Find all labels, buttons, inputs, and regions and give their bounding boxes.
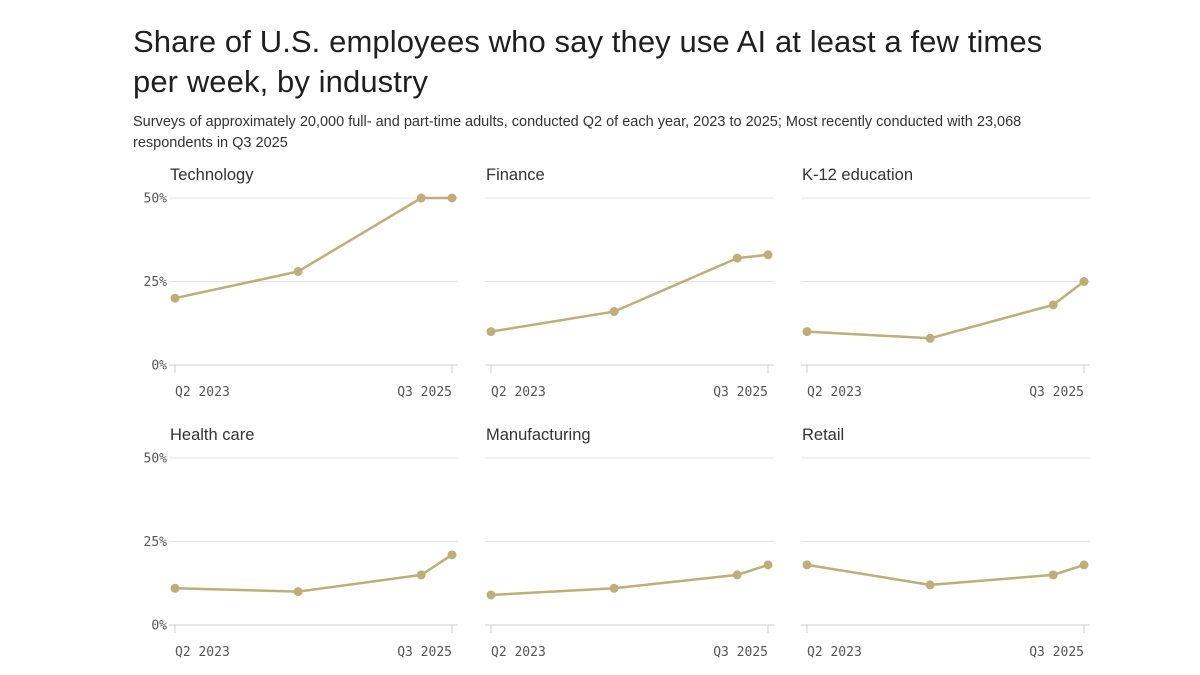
data-point — [763, 560, 773, 570]
data-point — [802, 560, 812, 570]
panel-title: K-12 education — [802, 166, 913, 184]
data-point — [486, 590, 496, 600]
x-tick-label-end: Q3 2025 — [397, 645, 452, 660]
y-tick-label: 0% — [151, 619, 167, 634]
data-point — [763, 250, 773, 260]
x-tick-label-end: Q3 2025 — [713, 645, 768, 660]
data-point — [170, 293, 180, 303]
data-point — [486, 327, 496, 337]
data-point — [732, 253, 742, 263]
panel-title: Technology — [170, 166, 254, 184]
data-point — [416, 570, 426, 580]
x-tick-label-start: Q2 2023 — [807, 385, 862, 400]
x-tick-label-start: Q2 2023 — [491, 645, 546, 660]
data-point — [732, 570, 742, 580]
series-line — [173, 553, 454, 593]
series-line — [489, 563, 770, 597]
x-tick-label-start: Q2 2023 — [175, 385, 230, 400]
x-tick-label-start: Q2 2023 — [175, 645, 230, 660]
data-point — [293, 266, 303, 276]
x-tick-label-end: Q3 2025 — [713, 385, 768, 400]
data-point — [1079, 277, 1089, 286]
data-point — [447, 550, 457, 560]
data-point — [1079, 560, 1089, 570]
series-line — [805, 280, 1086, 340]
data-point — [609, 583, 619, 593]
data-point — [1048, 300, 1058, 310]
y-tick-label: 25% — [144, 275, 168, 290]
x-tick-label-end: Q3 2025 — [1029, 385, 1084, 400]
y-tick-label: 25% — [144, 535, 168, 550]
panel-title: Retail — [802, 426, 844, 444]
x-tick-label-start: Q2 2023 — [491, 385, 546, 400]
series-line — [805, 563, 1086, 587]
series-line — [173, 196, 454, 300]
panel-title: Health care — [170, 426, 254, 444]
data-point — [1048, 570, 1058, 580]
data-point — [416, 193, 426, 203]
data-point — [925, 333, 935, 343]
data-point — [609, 307, 619, 317]
x-tick-label-end: Q3 2025 — [1029, 645, 1084, 660]
data-point — [170, 583, 180, 593]
y-tick-label: 50% — [144, 452, 168, 467]
data-point — [293, 587, 303, 597]
data-point — [447, 193, 457, 203]
x-tick-label-end: Q3 2025 — [397, 385, 452, 400]
y-tick-label: 0% — [151, 359, 167, 374]
panel-title: Finance — [486, 166, 545, 184]
chart-subtitle: Surveys of approximately 20,000 full- an… — [133, 114, 1022, 151]
chart-title: Share of U.S. employees who say they use… — [133, 24, 1043, 99]
x-tick-label-start: Q2 2023 — [807, 645, 862, 660]
data-point — [802, 327, 812, 337]
y-tick-label: 50% — [144, 192, 168, 207]
panel-title: Manufacturing — [486, 426, 591, 444]
data-point — [925, 580, 935, 590]
series-line — [489, 253, 770, 333]
